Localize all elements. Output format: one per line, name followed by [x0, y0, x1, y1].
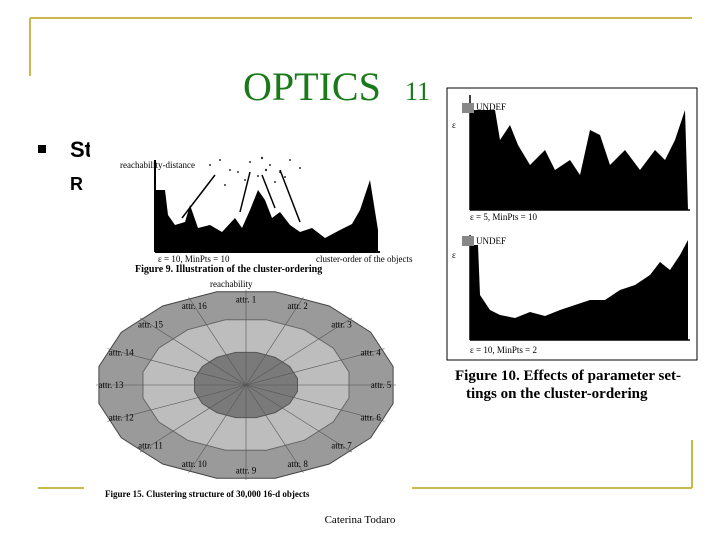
- y-axis-label: reachability-distance: [120, 160, 195, 170]
- axis-symbol: ε: [452, 250, 456, 260]
- figure-9: reachability-distance ε = 10, MinPts = 1…: [90, 142, 413, 275]
- attribute-label: attr. 15: [138, 320, 163, 330]
- attribute-label: attr. 7: [331, 441, 352, 451]
- spoke: [245, 348, 385, 386]
- reachability-plot: [470, 110, 688, 210]
- attribute-label: attr. 11: [138, 441, 163, 451]
- attribute-label: attr. 4: [360, 347, 381, 357]
- attribute-label: attr. 12: [109, 413, 134, 423]
- spoke: [245, 384, 304, 473]
- undef-marker: [462, 236, 474, 246]
- attribute-label: attr. 14: [109, 347, 134, 357]
- figure-caption: Figure 9. Illustration of the cluster-or…: [135, 264, 322, 275]
- arrows: [181, 169, 301, 223]
- x-axis-label: cluster-order of the objects: [316, 254, 413, 264]
- slide-title-suffix: 11: [405, 77, 430, 106]
- figure-10: UNDEF ε ε = 5, MinPts = 10 UNDEF ε ε = 1…: [446, 87, 698, 402]
- params-label: ε = 5, MinPts = 10: [470, 212, 537, 222]
- bullet-text: St: [70, 137, 93, 162]
- figure-caption: Figure 10. Effects of parameter set-: [455, 368, 681, 384]
- attribute-labels: attr. 1 attr. 2 attr. 3 attr. 4 attr. 5 attr.…: [99, 295, 392, 476]
- spoke: [245, 384, 385, 422]
- attribute-label: attr. 1: [236, 295, 257, 305]
- attribute-label: attr. 2: [287, 301, 308, 311]
- figure-15: attr. 1 attr. 2 attr. 3 attr. 4 attr. 5 attr.…: [84, 278, 412, 499]
- params-label: ε = 10, MinPts = 2: [470, 345, 537, 355]
- reachability-plot: [155, 180, 378, 252]
- attribute-label: attr. 8: [287, 459, 308, 469]
- spoke: [245, 297, 304, 386]
- undef-label: UNDEF: [476, 236, 506, 246]
- attribute-label: attr. 5: [371, 380, 392, 390]
- spoke: [188, 384, 247, 473]
- point-cloud: [209, 156, 301, 186]
- slide-title: OPTICS: [243, 64, 381, 109]
- attribute-label: attr. 6: [360, 413, 381, 423]
- attribute-label: attr. 10: [182, 459, 207, 469]
- bullet-marker: [38, 145, 46, 153]
- figure-caption: tings on the cluster-ordering: [466, 386, 648, 402]
- spoke: [107, 384, 247, 422]
- spoke: [139, 384, 247, 453]
- params-label: ε = 10, MinPts = 10: [158, 254, 230, 264]
- reachability-plot: [470, 240, 688, 340]
- footer: Caterina Todaro: [325, 514, 396, 526]
- bullet-text: R: [70, 174, 83, 194]
- axis-symbol: ε: [452, 120, 456, 130]
- attribute-label: attr. 13: [99, 380, 124, 390]
- undef-label: UNDEF: [476, 102, 506, 112]
- undef-marker: [462, 103, 474, 113]
- spoke: [245, 384, 353, 453]
- spoke: [188, 297, 247, 386]
- attribute-label: attr. 16: [182, 301, 207, 311]
- spoke: [245, 317, 353, 386]
- spoke: [107, 348, 247, 386]
- center-label: reachability: [210, 279, 253, 289]
- polar-spokes: [96, 290, 396, 480]
- attribute-label: attr. 9: [236, 466, 257, 476]
- figure-caption: Figure 15. Clustering structure of 30,00…: [105, 489, 310, 499]
- spoke: [139, 317, 247, 386]
- attribute-label: attr. 3: [331, 320, 352, 330]
